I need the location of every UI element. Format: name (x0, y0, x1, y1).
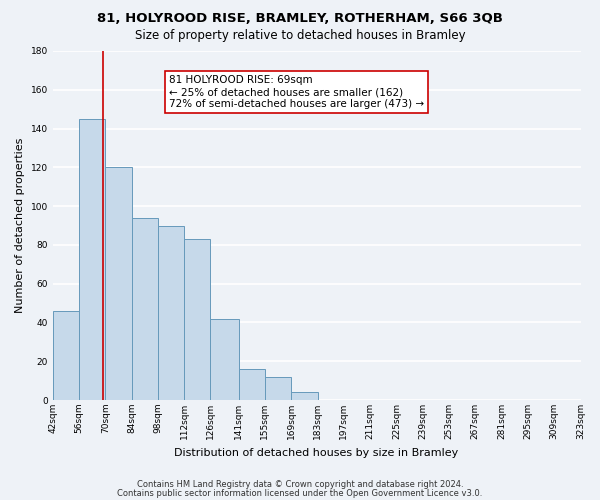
Text: 81, HOLYROOD RISE, BRAMLEY, ROTHERHAM, S66 3QB: 81, HOLYROOD RISE, BRAMLEY, ROTHERHAM, S… (97, 12, 503, 26)
Bar (105, 168, 131, 400)
Text: Contains HM Land Registry data © Crown copyright and database right 2024.: Contains HM Land Registry data © Crown c… (137, 480, 463, 489)
Bar (79, 119, 105, 400)
Bar (184, 239, 211, 400)
Bar (291, 392, 317, 400)
Bar (211, 318, 239, 400)
Bar (53, 311, 79, 400)
Bar (239, 369, 265, 400)
Bar (158, 226, 184, 400)
Bar (131, 218, 158, 400)
X-axis label: Distribution of detached houses by size in Bramley: Distribution of detached houses by size … (175, 448, 459, 458)
Text: Contains public sector information licensed under the Open Government Licence v3: Contains public sector information licen… (118, 488, 482, 498)
Y-axis label: Number of detached properties: Number of detached properties (15, 138, 25, 313)
Text: 81 HOLYROOD RISE: 69sqm
← 25% of detached houses are smaller (162)
72% of semi-d: 81 HOLYROOD RISE: 69sqm ← 25% of detache… (169, 76, 424, 108)
Bar (265, 376, 291, 400)
Text: Size of property relative to detached houses in Bramley: Size of property relative to detached ho… (134, 29, 466, 42)
